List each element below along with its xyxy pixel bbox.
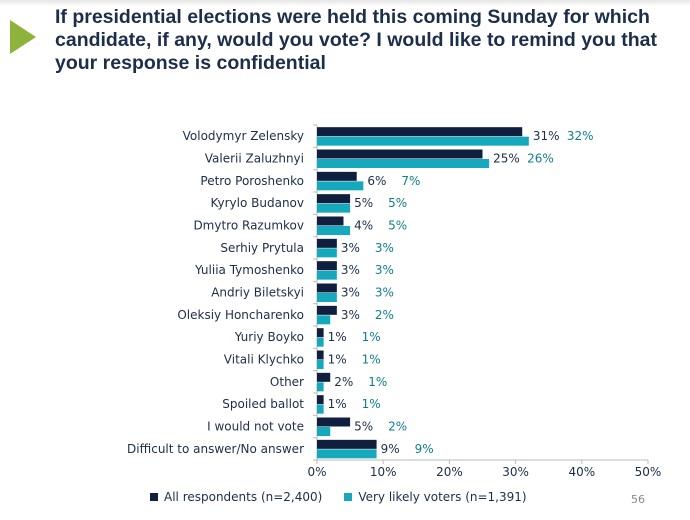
bar-all <box>317 350 324 360</box>
data-label-likely: 1% <box>368 375 387 389</box>
bar-all <box>317 439 377 449</box>
triangle-arrow-icon <box>10 20 36 54</box>
bar-likely <box>317 270 337 280</box>
category-label: Difficult to answer/No answer <box>127 442 304 456</box>
bar-likely <box>317 404 324 414</box>
data-label-likely: 32% <box>567 129 594 143</box>
data-label-likely: 9% <box>415 442 434 456</box>
x-tick-label: 10% <box>370 465 397 479</box>
data-label-all: 3% <box>341 308 360 322</box>
legend-swatch <box>150 493 158 501</box>
category-label: Spoiled ballot <box>222 397 304 411</box>
bar-likely <box>317 449 377 459</box>
category-label: Andriy Biletskyi <box>211 286 304 300</box>
data-label-likely: 3% <box>375 286 394 300</box>
bar-all <box>317 328 324 338</box>
x-tick-label: 20% <box>436 465 463 479</box>
bar-all <box>317 283 337 293</box>
x-tick-label: 0% <box>307 465 326 479</box>
bar-all <box>317 305 337 315</box>
bar-likely <box>317 360 324 369</box>
bar-all <box>317 194 351 204</box>
data-label-all: 3% <box>341 241 360 255</box>
data-label-all: 6% <box>367 174 386 188</box>
top-shade <box>0 0 690 6</box>
bar-all <box>317 417 351 427</box>
category-label: Other <box>270 375 304 389</box>
bar-all <box>317 238 337 248</box>
bar-all <box>317 127 523 137</box>
data-label-all: 31% <box>533 129 560 143</box>
page-title: If presidential elections were held this… <box>55 6 658 74</box>
data-label-all: 1% <box>328 330 347 344</box>
data-label-all: 4% <box>354 219 373 233</box>
data-label-all: 3% <box>341 263 360 277</box>
category-label: Oleksiy Honcharenko <box>177 308 304 322</box>
category-label: Yuriy Boyko <box>234 330 304 344</box>
x-tick-label: 30% <box>502 465 529 479</box>
data-label-likely: 1% <box>362 353 381 367</box>
x-tick-label: 50% <box>635 465 662 479</box>
data-label-likely: 1% <box>362 330 381 344</box>
page-number: 56 <box>631 493 645 506</box>
bar-likely <box>317 159 490 168</box>
x-tick-label: 40% <box>568 465 595 479</box>
data-label-likely: 1% <box>362 397 381 411</box>
category-label: Petro Poroshenko <box>200 174 304 188</box>
category-label: Volodymyr Zelensky <box>183 129 304 143</box>
bar-likely <box>317 203 351 213</box>
bar-likely <box>317 315 331 325</box>
data-label-likely: 3% <box>375 241 394 255</box>
data-label-all: 25% <box>493 152 520 166</box>
category-label: Yuliia Tymoshenko <box>194 263 304 277</box>
category-label: I would not vote <box>207 420 304 434</box>
bar-all <box>317 372 331 382</box>
data-label-likely: 3% <box>375 263 394 277</box>
category-label: Vitali Klychko <box>224 353 304 367</box>
data-label-all: 3% <box>341 286 360 300</box>
bar-all <box>317 171 357 181</box>
data-label-all: 1% <box>328 397 347 411</box>
bar-likely <box>317 293 337 302</box>
data-label-all: 2% <box>334 375 353 389</box>
legend: All respondents (n=2,400) Very likely vo… <box>150 490 527 504</box>
legend-item-all: All respondents (n=2,400) <box>150 490 322 504</box>
bar-likely <box>317 427 331 436</box>
category-label: Valerii Zaluzhnyi <box>205 152 304 166</box>
data-label-likely: 26% <box>527 152 554 166</box>
bar-likely <box>317 226 351 235</box>
data-label-likely: 2% <box>388 420 407 434</box>
bar-all <box>317 216 344 226</box>
legend-swatch <box>344 493 353 501</box>
bar-likely <box>317 337 324 347</box>
category-label: Kyrylo Budanov <box>211 196 304 210</box>
bar-all <box>317 149 483 159</box>
bar-likely <box>317 136 529 146</box>
data-label-likely: 5% <box>388 196 407 210</box>
bar-all <box>317 395 324 405</box>
category-label: Dmytro Razumkov <box>193 219 304 233</box>
bar-likely <box>317 248 337 258</box>
category-label: Serhiy Prytula <box>220 241 304 255</box>
data-label-likely: 2% <box>375 308 394 322</box>
legend-item-likely: Very likely voters (n=1,391) <box>344 490 527 504</box>
data-label-all: 5% <box>354 196 373 210</box>
data-label-all: 9% <box>381 442 400 456</box>
bar-likely <box>317 382 324 392</box>
data-label-all: 5% <box>354 420 373 434</box>
data-label-likely: 5% <box>388 219 407 233</box>
bar-all <box>317 261 337 271</box>
data-label-all: 1% <box>328 353 347 367</box>
bar-likely <box>317 181 364 191</box>
data-label-likely: 7% <box>401 174 420 188</box>
legend-label: All respondents (n=2,400) <box>164 490 323 504</box>
legend-label: Very likely voters (n=1,391) <box>358 490 527 504</box>
